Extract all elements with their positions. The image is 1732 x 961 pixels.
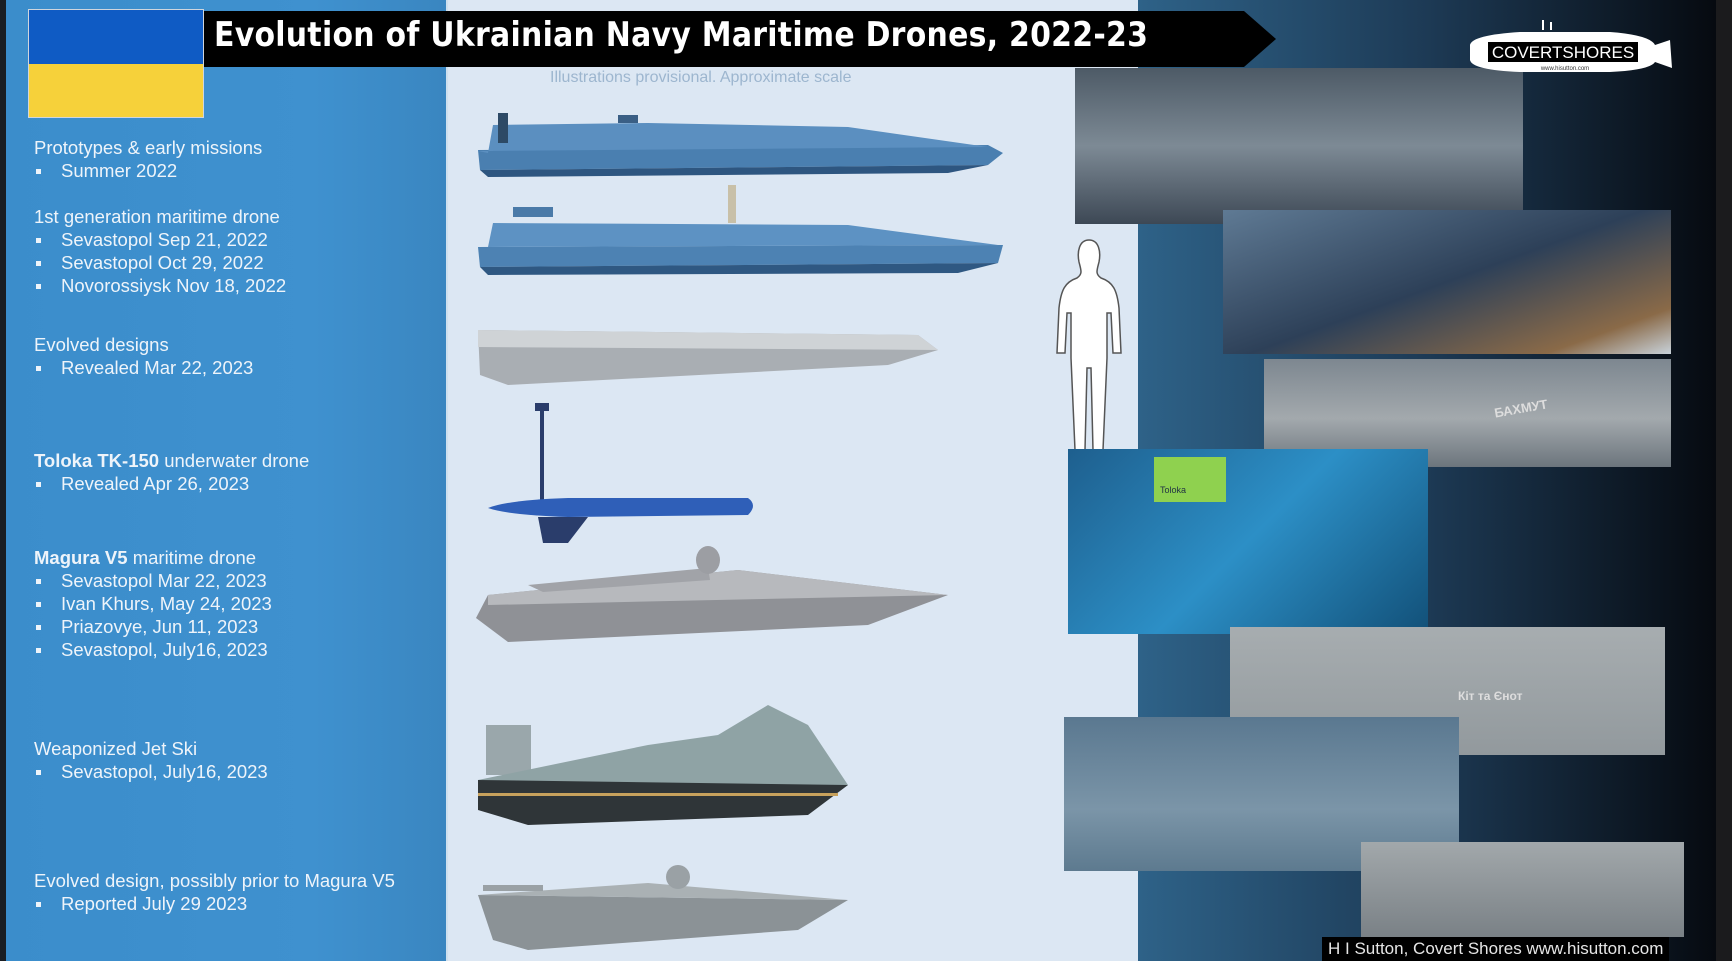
list-item: Summer 2022 <box>34 159 262 182</box>
drone-illustrations <box>476 113 1003 950</box>
prototype-drone-illustration <box>478 113 1003 177</box>
evolved-design-illustration <box>478 330 938 385</box>
list-item: Sevastopol Sep 21, 2022 <box>34 228 286 251</box>
title-banner <box>204 11 1244 67</box>
photo-toloka: Toloka <box>1068 449 1428 634</box>
list-item: Revealed Mar 22, 2023 <box>34 356 253 379</box>
photo-prototype <box>1075 68 1523 224</box>
covertshores-logo: COVERTSHORES www.hisutton.com <box>1470 20 1672 72</box>
svg-text:www.hisutton.com: www.hisutton.com <box>1540 66 1589 72</box>
timeline-group: Toloka TK-150 underwater drone Revealed … <box>34 450 310 495</box>
left-edge <box>0 0 6 961</box>
photo-first-gen <box>1223 210 1671 354</box>
list-item: Sevastopol, July16, 2023 <box>34 638 272 661</box>
timeline-group: Magura V5 maritime drone Sevastopol Mar … <box>34 547 272 661</box>
magura-v5-illustration <box>476 546 948 642</box>
list-item: Ivan Khurs, May 24, 2023 <box>34 592 272 615</box>
svg-text:COVERTSHORES: COVERTSHORES <box>1492 43 1634 62</box>
first-gen-drone-illustration <box>478 185 1003 275</box>
list-item: Revealed Apr 26, 2023 <box>34 472 309 495</box>
timeline-group: 1st generation maritime drone Sevastopol… <box>34 206 287 297</box>
timeline-group: Evolved design, possibly prior to Magura… <box>34 870 395 915</box>
timeline-panel <box>6 0 448 961</box>
timeline-group: Prototypes & early missions Summer 2022 <box>34 137 263 182</box>
right-edge <box>1716 0 1732 961</box>
list-item: Sevastopol Oct 29, 2022 <box>34 251 286 274</box>
photo-evolved-design <box>1361 842 1684 937</box>
ukraine-flag <box>28 9 204 118</box>
credit-text: H I Sutton, Covert Shores www.hisutton.c… <box>1322 937 1670 961</box>
jet-ski-illustration <box>478 705 848 825</box>
title-arrow <box>1244 11 1276 67</box>
timeline-group: Weaponized Jet Ski Sevastopol, July16, 2… <box>34 738 268 783</box>
toloka-tk150-illustration <box>488 403 753 543</box>
timeline-group: Evolved designs Revealed Mar 22, 2023 <box>34 334 254 379</box>
list-item: Reported July 29 2023 <box>34 892 395 915</box>
list-item: Sevastopol Mar 22, 2023 <box>34 569 272 592</box>
list-item: Sevastopol, July16, 2023 <box>34 760 268 783</box>
page-title: Evolution of Ukrainian Navy Maritime Dro… <box>214 15 1149 55</box>
list-item: Priazovye, Jun 11, 2023 <box>34 615 272 638</box>
list-item: Novorossiysk Nov 18, 2022 <box>34 274 286 297</box>
human-scale-silhouette <box>1056 239 1122 451</box>
evolved-prior-magura-illustration <box>478 865 848 950</box>
subtitle: Illustrations provisional. Approximate s… <box>550 69 852 86</box>
